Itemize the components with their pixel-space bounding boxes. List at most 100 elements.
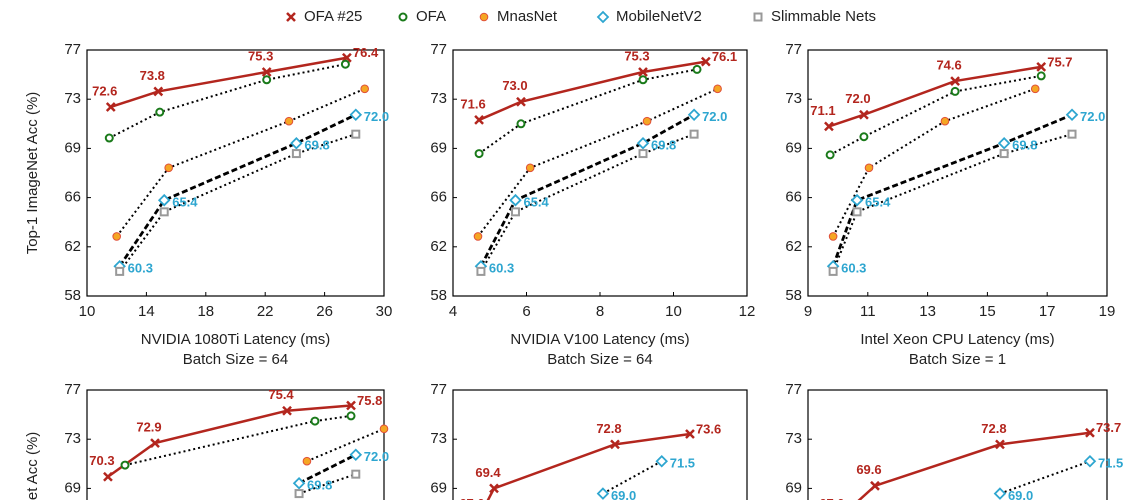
legend-marker: [286, 12, 296, 22]
point: [340, 59, 350, 69]
y-tick-label: 73: [785, 430, 802, 447]
value-label: 73.7: [1096, 420, 1121, 435]
point: [1036, 61, 1047, 72]
value-label: 75.7: [1047, 54, 1072, 69]
x-tick-label: 12: [739, 303, 756, 320]
point: [1065, 108, 1079, 122]
point: [995, 439, 1005, 450]
value-label: 60.3: [489, 261, 514, 276]
legend-marker: [479, 12, 489, 22]
point: [870, 480, 880, 491]
point: [993, 487, 1007, 500]
legend-marker: [753, 12, 763, 22]
value-label: 72.0: [845, 91, 870, 106]
point: [852, 207, 862, 217]
point: [642, 116, 652, 126]
point: [825, 150, 835, 160]
value-label: 69.0: [1008, 488, 1033, 500]
point: [282, 405, 292, 416]
x-tick-label: 13: [919, 303, 936, 320]
point: [155, 107, 165, 117]
series-line: [298, 453, 357, 485]
x-tick-label: 15: [979, 303, 996, 320]
y-tick-label: 66: [430, 189, 447, 206]
y-axis-label: Top-1 ImageNet Acc (%): [24, 92, 41, 255]
y-tick-label: 77: [64, 381, 81, 398]
point: [112, 232, 121, 241]
y-tick-label: 58: [430, 287, 447, 304]
point: [153, 86, 164, 97]
subtitle: Batch Size = 64: [547, 351, 652, 368]
point: [638, 67, 648, 77]
y-tick-label: 77: [785, 381, 802, 398]
point: [302, 456, 312, 466]
value-label: 74.6: [936, 58, 961, 73]
point: [655, 454, 669, 468]
y-tick-label: 58: [785, 287, 802, 304]
point: [474, 149, 484, 159]
point: [1085, 427, 1095, 438]
series-line: [115, 87, 366, 238]
series-line: [832, 87, 1036, 237]
value-label: 73.8: [140, 68, 165, 83]
x-axis-label: NVIDIA V100 Latency (ms): [510, 331, 689, 348]
value-label: 71.5: [670, 456, 695, 471]
point: [346, 400, 356, 411]
point: [689, 129, 699, 139]
point: [638, 149, 648, 159]
point: [261, 67, 272, 77]
series-line: [857, 431, 1091, 500]
series-line: [831, 113, 1073, 267]
series-line: [478, 60, 707, 122]
point: [115, 266, 125, 276]
point: [1083, 454, 1097, 468]
point: [474, 115, 484, 125]
value-label: 60.3: [128, 261, 153, 276]
legend-marker: [596, 10, 610, 24]
value-label: 69.8: [307, 478, 332, 493]
point: [687, 108, 701, 122]
value-label: 65.4: [172, 195, 198, 210]
legend-label: Slimmable Nets: [771, 8, 876, 25]
point: [1067, 129, 1077, 139]
point: [999, 149, 1009, 159]
x-tick-label: 14: [138, 303, 155, 320]
y-tick-label: 69: [785, 139, 802, 156]
value-label: 71.1: [810, 103, 835, 118]
value-label: 72.0: [1080, 109, 1105, 124]
subtitle: Batch Size = 64: [183, 351, 288, 368]
series-line: [828, 65, 1042, 128]
point: [120, 460, 130, 470]
plot-frame: [452, 389, 748, 500]
y-tick-label: 58: [64, 287, 81, 304]
value-label: 69.8: [304, 138, 329, 153]
y-tick-label: 62: [430, 238, 447, 255]
x-tick-label: 18: [197, 303, 214, 320]
value-label: 72.9: [136, 420, 161, 435]
x-tick-label: 10: [79, 303, 96, 320]
x-tick-label: 8: [596, 303, 604, 320]
point: [700, 56, 711, 67]
point: [105, 102, 116, 112]
point: [859, 109, 869, 120]
point: [516, 119, 526, 129]
value-label: 67.0: [819, 496, 844, 500]
x-axis-label: Intel Xeon CPU Latency (ms): [860, 331, 1054, 348]
value-label: 69.6: [856, 462, 881, 477]
point: [351, 129, 361, 139]
y-tick-label: 69: [785, 479, 802, 496]
x-tick-label: 6: [522, 303, 530, 320]
value-label: 76.4: [353, 45, 379, 60]
point: [516, 96, 526, 107]
point: [349, 448, 363, 462]
point: [638, 75, 648, 85]
point: [828, 266, 838, 276]
point: [476, 266, 486, 276]
plot-frame: [86, 49, 385, 297]
point: [351, 469, 361, 479]
series-line: [118, 113, 357, 268]
y-tick-label: 73: [430, 430, 447, 447]
y-tick-label: 77: [64, 41, 81, 58]
point: [379, 424, 389, 434]
